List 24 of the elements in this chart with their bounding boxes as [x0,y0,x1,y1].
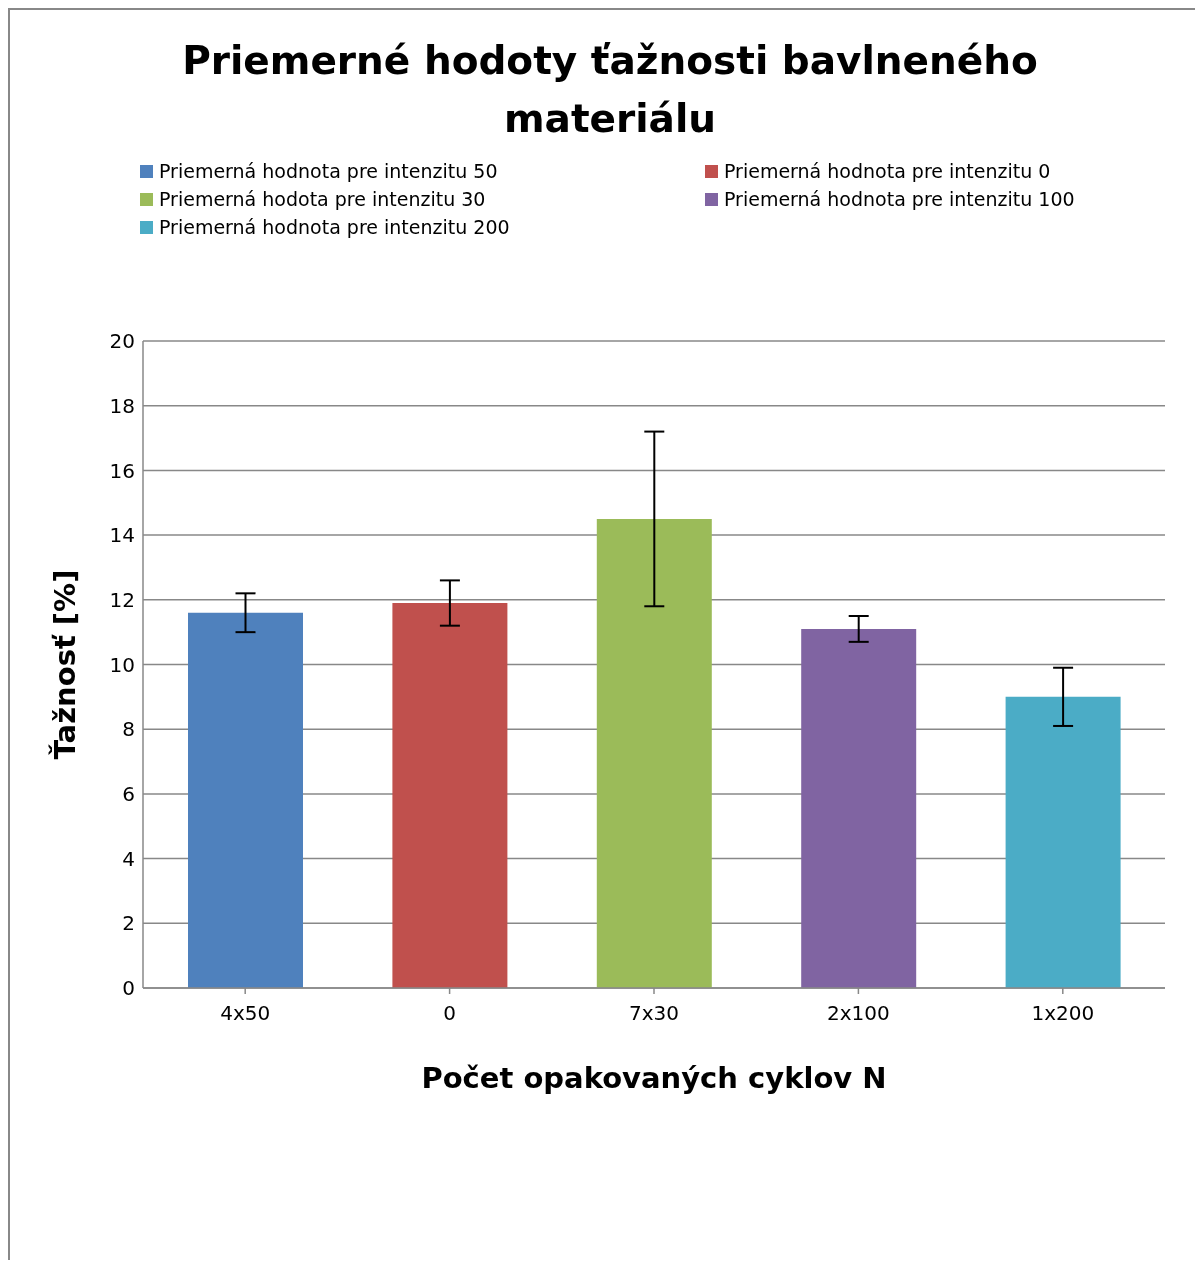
legend-label: Priemerná hodnota pre intenzitu 100 [724,188,1075,210]
y-tick-label: 8 [122,717,135,742]
y-tick-label: 12 [109,587,135,612]
x-tick-label: 1x200 [1031,1001,1095,1026]
y-tick-label: 2 [122,911,135,936]
y-tick-label: 20 [109,329,135,354]
x-tick-label: 2x100 [827,1001,890,1026]
x-axis-title: Počet opakovaných cyklov N [421,1061,887,1095]
y-tick-label: 6 [122,782,135,806]
y-tick-label: 16 [109,458,135,483]
y-tick-label: 10 [109,652,135,677]
x-tick-label: 0 [443,1001,456,1026]
y-tick-label: 0 [122,976,135,1001]
y-tick-label: 18 [109,393,135,418]
legend-label: Priemerná hodnota pre intenzitu 50 [159,160,498,182]
x-tick-label: 7x30 [628,1001,680,1026]
y-tick-label: 4 [122,846,135,871]
x-tick-label: 4x50 [220,1001,271,1026]
legend-label: Priemerná hodnota pre intenzitu 0 [724,160,1051,182]
legend-label: Priemerná hodnota pre intenzitu 200 [159,216,510,238]
legend-label: Priemerná hodota pre intenzitu 30 [159,188,486,210]
y-axis-title: Ťažnosť [%] [48,569,83,760]
y-tick-label: 14 [109,523,135,548]
chart-title: Priemerné hodoty ťažnosti bavlneného materiálu [181,37,1039,143]
